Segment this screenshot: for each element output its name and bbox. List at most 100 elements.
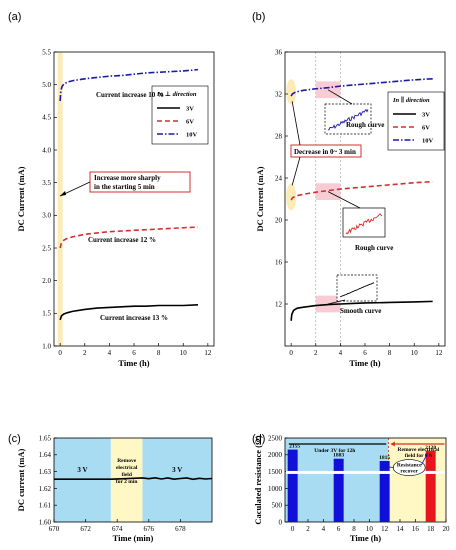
x-tick-label: 18 <box>427 525 435 533</box>
annotation-recover: Resistance recoverResistance recover <box>397 463 422 475</box>
inset-arrow <box>327 191 361 209</box>
y-tick-label: 1.64 <box>39 451 52 459</box>
x-tick-label: 20 <box>443 525 451 533</box>
bar <box>333 458 344 522</box>
legend-entry: 10V <box>186 132 198 139</box>
series-line-trace <box>54 477 213 481</box>
y-axis-label: DC Current (mA) <box>16 166 26 231</box>
recover-arrow-left <box>387 466 394 468</box>
annotation-decrease: Decrease in 0~ 3 min <box>294 148 356 156</box>
highlight-region <box>315 81 341 99</box>
series-line-6v <box>59 226 199 249</box>
x-tick-label: 676 <box>144 525 155 533</box>
x-axis-label: Time (min) <box>113 533 154 543</box>
y-tick-label: 3.5 <box>42 179 51 187</box>
start-highlight <box>286 183 297 211</box>
y-axis-label: DC current (mA) <box>16 449 26 512</box>
x-tick-label: 678 <box>175 525 186 533</box>
callout-line-2: in the starting 5 min <box>94 183 155 191</box>
axis-break <box>286 470 445 474</box>
series-line-6v <box>290 180 433 201</box>
legend-title: In ⊥ direction <box>156 91 197 98</box>
panel-label: (c) <box>8 433 21 445</box>
x-tick-label: 8 <box>352 525 356 533</box>
y-tick-label: 28 <box>275 132 283 140</box>
annotation-smooth-3v: Smooth curve <box>340 307 381 315</box>
y-tick-label: 32 <box>275 90 283 98</box>
y-tick-label: 1.0 <box>42 342 51 350</box>
panel-label: (a) <box>8 11 21 23</box>
inset-arrow <box>327 89 353 105</box>
legend-entry: 3V <box>186 106 194 113</box>
y-axis-label: DC Current (mA) <box>255 166 265 231</box>
panel-c: 670 672 674 676 678 1.60 1.61 1.62 1.63 1.64 1.65 T… <box>8 433 213 543</box>
panel-d: 0 2 4 6 8 10 12 14 16 18 20 0 500 1000 1500 2000 2500 Tim… <box>252 433 450 543</box>
y-tick-label: 20 <box>275 216 283 224</box>
x-tick-label: 672 <box>80 525 91 533</box>
x-tick-label: 8 <box>157 349 161 357</box>
panel-label: (b) <box>252 11 265 23</box>
remove-field-band <box>388 438 446 522</box>
callout-arrow <box>291 156 301 186</box>
region-label-remove: Remove electrical field for 2 minRemove ele… <box>116 458 138 485</box>
legend-entry: 3V <box>422 112 430 119</box>
x-tick-label: 0 <box>291 525 295 533</box>
y-tick-label: 5.5 <box>42 48 51 56</box>
annotation-3v: Current increase 13 % <box>100 314 168 322</box>
x-tick-label: 6 <box>132 349 136 357</box>
inset-3v-trace <box>339 282 375 298</box>
bar <box>379 461 390 522</box>
x-tick-label: 6 <box>337 525 341 533</box>
x-tick-label: 2 <box>306 525 310 533</box>
legend-entry: 6V <box>186 119 194 126</box>
bar <box>287 449 298 522</box>
x-tick-label: 10 <box>411 349 419 357</box>
y-axis-label: Caculated resistance (Ω) <box>253 435 263 524</box>
x-axis-label: Time (h) <box>349 358 380 368</box>
inset-6v-trace <box>345 213 383 235</box>
inset-10v-trace <box>327 108 369 131</box>
y-tick-label: 2.0 <box>42 277 51 285</box>
y-tick-label: 0 <box>279 518 283 526</box>
bar <box>425 450 436 522</box>
callout-arrow <box>291 101 301 146</box>
remove-field-arrowhead <box>390 441 395 447</box>
y-tick-label: 1500 <box>268 468 283 476</box>
series-line-3v <box>59 304 199 321</box>
y-tick-label: 1.65 <box>39 434 52 442</box>
x-axis-label: Time (h) <box>118 358 149 368</box>
x-tick-label: 10 <box>180 349 188 357</box>
annotation-under-3v: Under 3V for 12h <box>314 448 355 454</box>
x-tick-label: 4 <box>108 349 112 357</box>
inset-3v <box>336 274 378 302</box>
series-line-3v <box>290 300 433 321</box>
y-tick-label: 36 <box>275 48 283 56</box>
x-tick-label: 670 <box>49 525 60 533</box>
callout-arrowhead <box>60 191 66 196</box>
x-axis-label: Time (h) <box>350 533 381 543</box>
x-tick-label: 12 <box>381 525 389 533</box>
legend-entry: 10V <box>422 138 434 145</box>
y-tick-label: 2.5 <box>42 244 51 252</box>
y-tick-label: 16 <box>275 258 283 266</box>
plot-frame <box>53 437 213 523</box>
x-tick-label: 4 <box>339 349 343 357</box>
y-tick-label: 4.0 <box>42 146 51 154</box>
annotation-rough-10v: Rough curve <box>346 121 384 129</box>
y-tick-label: 4.5 <box>42 114 51 122</box>
annotation-6v: Current increase 12 % <box>88 236 156 244</box>
annotation-rough-6v: Rough curve <box>355 244 393 252</box>
region-band <box>110 438 143 522</box>
x-tick-label: 2 <box>314 349 318 357</box>
inset-10v <box>324 103 372 135</box>
y-tick-label: 1.60 <box>39 518 52 526</box>
y-tick-label: 2000 <box>268 451 283 459</box>
x-tick-label: 0 <box>289 349 293 357</box>
bar-value-label: 2155 <box>289 444 300 450</box>
panel-label: (d) <box>252 433 265 445</box>
highlight-band <box>57 52 63 346</box>
y-tick-label: 24 <box>275 174 283 182</box>
recover-arrow-right <box>421 452 428 466</box>
